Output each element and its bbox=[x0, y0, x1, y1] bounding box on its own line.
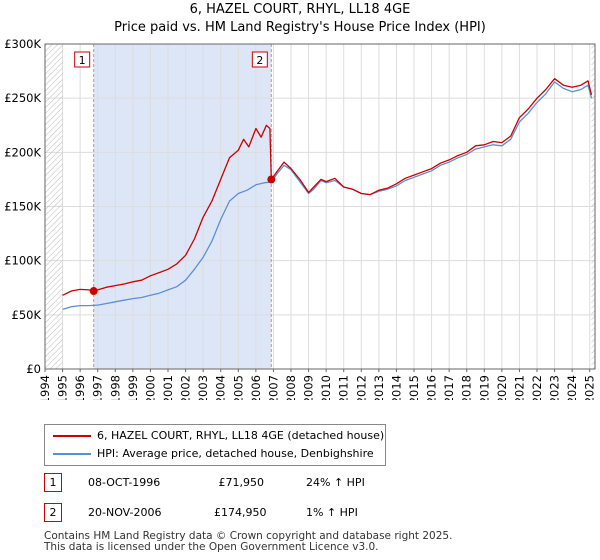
x-tick-label: 2018 bbox=[460, 375, 474, 400]
x-tick-label: 1996 bbox=[73, 375, 87, 400]
x-tick-label: 2001 bbox=[161, 375, 175, 400]
x-tick-label: 1994 bbox=[38, 375, 52, 400]
footer-copyright: Contains HM Land Registry data © Crown c… bbox=[44, 530, 453, 542]
legend-label-hpi: HPI: Average price, detached house, Denb… bbox=[97, 447, 374, 460]
legend-swatch-price-paid bbox=[53, 435, 91, 437]
x-tick-label: 2024 bbox=[565, 375, 579, 400]
sale-point bbox=[267, 175, 276, 184]
sale-date: 08-OCT-1996 bbox=[88, 476, 161, 489]
x-tick-label: 2002 bbox=[179, 375, 193, 400]
x-tick-label: 2009 bbox=[302, 375, 316, 400]
x-tick-label: 2025 bbox=[583, 375, 597, 400]
sale-label-number: 1 bbox=[79, 54, 86, 67]
x-tick-label: 2006 bbox=[249, 375, 263, 400]
x-tick-label: 1999 bbox=[126, 375, 140, 400]
x-tick-label: 2016 bbox=[425, 375, 439, 400]
x-tick-label: 1995 bbox=[56, 375, 70, 400]
y-tick-label: £100K bbox=[4, 254, 41, 268]
x-tick-label: 2008 bbox=[284, 375, 298, 400]
sale-label-box bbox=[251, 51, 268, 68]
sale-number-badge: 1 bbox=[44, 473, 62, 492]
future-hatch bbox=[591, 44, 595, 369]
x-tick-label: 2023 bbox=[548, 375, 562, 400]
sale-row-1: 1 08-OCT-1996 £71,950 24% ↑ HPI bbox=[44, 473, 444, 493]
sale-hpi-change: 24% ↑ HPI bbox=[306, 476, 365, 489]
x-tick-label: 2017 bbox=[442, 375, 456, 400]
x-tick-label: 2004 bbox=[214, 375, 228, 400]
sale-row-2: 2 20-NOV-2006 £174,950 1% ↑ HPI bbox=[44, 503, 444, 523]
x-tick-label: 2012 bbox=[354, 375, 368, 400]
x-tick-label: 2015 bbox=[407, 375, 421, 400]
y-tick-label: £200K bbox=[4, 145, 41, 159]
x-tick-label: 2022 bbox=[530, 375, 544, 400]
x-tick-label: 2010 bbox=[319, 375, 333, 400]
x-tick-label: 2000 bbox=[143, 375, 157, 400]
y-tick-label: £300K bbox=[4, 37, 41, 51]
plot-frame bbox=[44, 43, 596, 370]
x-tick-label: 2005 bbox=[231, 375, 245, 400]
sale-point bbox=[89, 287, 98, 296]
sale-label-number: 2 bbox=[256, 54, 263, 67]
x-tick-label: 2013 bbox=[372, 375, 386, 400]
legend-label-price-paid: 6, HAZEL COURT, RHYL, LL18 4GE (detached… bbox=[97, 429, 385, 442]
footer-licence: This data is licensed under the Open Gov… bbox=[44, 541, 379, 553]
x-tick-label: 2019 bbox=[477, 375, 491, 400]
chart-subtitle: Price paid vs. HM Land Registry's House … bbox=[114, 20, 486, 35]
sale-price: £71,950 bbox=[218, 476, 265, 489]
legend-swatch-hpi bbox=[53, 453, 91, 455]
past-hatch bbox=[45, 44, 63, 369]
sale-price: £174,950 bbox=[214, 506, 267, 519]
y-tick-label: £250K bbox=[4, 91, 41, 105]
y-tick-label: £150K bbox=[4, 200, 41, 214]
sale-label-box bbox=[74, 51, 91, 68]
footer: Contains HM Land Registry data © Crown c… bbox=[44, 531, 564, 553]
chart-title: 6, HAZEL COURT, RHYL, LL18 4GE bbox=[189, 2, 411, 17]
x-tick-label: 2014 bbox=[389, 375, 403, 400]
legend: 6, HAZEL COURT, RHYL, LL18 4GE (detached… bbox=[44, 424, 386, 466]
x-tick-label: 2011 bbox=[337, 375, 351, 400]
x-tick-label: 1997 bbox=[91, 375, 105, 400]
sale-number-badge: 2 bbox=[44, 503, 62, 522]
sale-hpi-change: 1% ↑ HPI bbox=[306, 506, 358, 519]
y-tick-label: £0 bbox=[26, 362, 41, 376]
sale-date: 20-NOV-2006 bbox=[88, 506, 162, 519]
x-tick-label: 2003 bbox=[196, 375, 210, 400]
y-tick-label: £50K bbox=[12, 308, 42, 322]
series-line-price-paid bbox=[62, 78, 593, 296]
series-line-hpi bbox=[62, 81, 593, 311]
x-tick-label: 2020 bbox=[495, 375, 509, 400]
x-tick-label: 1998 bbox=[108, 375, 122, 400]
x-tick-label: 2021 bbox=[512, 375, 526, 400]
x-tick-label: 2007 bbox=[266, 375, 280, 400]
